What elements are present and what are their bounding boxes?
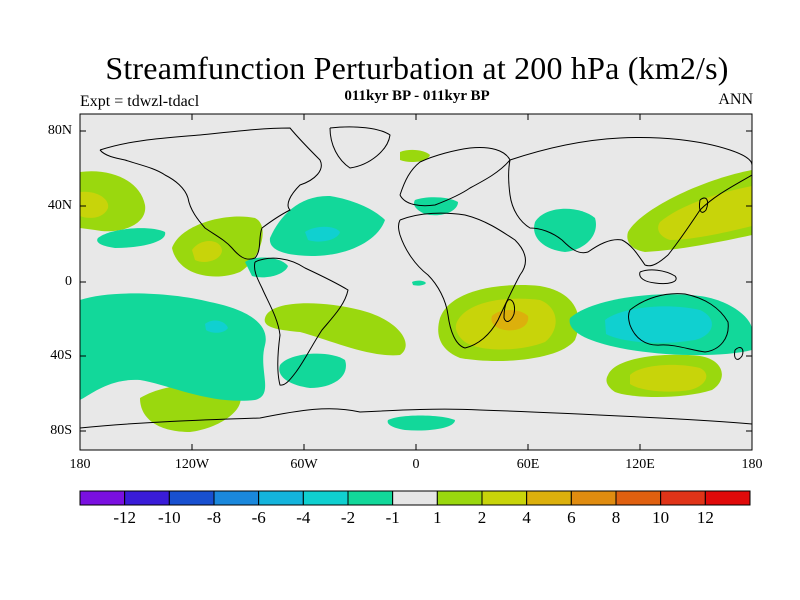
period-label: 011kyr BP - 011kyr BP	[344, 88, 490, 104]
experiment-label: Expt = tdwzl-tdacl	[80, 93, 200, 110]
lon-label-60e: 60E	[516, 457, 540, 472]
contour-negative-middleeast	[534, 208, 596, 252]
colorbar-swatch	[79, 490, 126, 506]
contour-positive-northatl	[400, 149, 430, 163]
coastline-madagascar	[503, 299, 515, 322]
coastline-south-america	[254, 257, 349, 386]
colorbar-label: 1	[433, 508, 442, 527]
lon-label-0: 0	[412, 457, 420, 472]
colorbar-label: 10	[652, 508, 670, 527]
colorbar-label: -8	[206, 508, 222, 527]
lon-label-120e: 120E	[625, 457, 655, 472]
contour-positive-eastpac-core	[192, 241, 222, 262]
colorbar-swatch	[392, 490, 438, 506]
lat-label-40n: 40N	[47, 198, 72, 213]
lat-label-80s: 80S	[50, 423, 72, 438]
coastline-new-zealand	[734, 347, 744, 360]
colorbar-swatch	[481, 490, 528, 506]
colorbar-swatch	[526, 490, 572, 506]
contour-positive-npacific-core	[80, 191, 109, 218]
lat-label-80n: 80N	[47, 123, 72, 138]
contour-negative-northatl	[269, 195, 385, 256]
contour-negative-northatl-core	[305, 226, 340, 242]
colorbar-label: -12	[113, 508, 136, 527]
contour-positive-southind-core	[630, 364, 707, 392]
coastline-asia	[508, 137, 752, 267]
contour-negative-mediterranean	[414, 197, 458, 216]
plot-title: Streamfunction Perturbation at 200 hPa (…	[105, 50, 729, 86]
colorbar-swatch	[168, 490, 215, 506]
season-label: ANN	[718, 91, 753, 108]
colorbar-label: -2	[340, 508, 356, 527]
contour-positive-westpac-core	[658, 186, 752, 240]
colorbar-swatch	[213, 490, 260, 506]
colorbar-label: 8	[611, 508, 621, 527]
lat-label-0: 0	[65, 274, 72, 289]
contour-negative-antarctic	[387, 415, 455, 431]
lon-label-120w: 120W	[174, 457, 210, 472]
lon-label-180w: 180	[69, 457, 91, 472]
colorbar-swatch	[347, 490, 394, 506]
colorbar-label: 12	[696, 508, 714, 527]
colorbar-swatch	[660, 490, 706, 506]
lat-label-40s: 40S	[50, 348, 72, 363]
coastline-australia	[628, 293, 729, 353]
coastline-indonesia	[639, 269, 677, 285]
coastline-africa	[398, 212, 526, 349]
colorbar-swatch	[124, 490, 170, 506]
colorbar-label: 2	[477, 508, 487, 527]
coastline-north-america	[99, 127, 322, 260]
colorbar-swatch	[302, 490, 349, 506]
coastline-greenland	[329, 126, 391, 169]
coastlines	[80, 126, 752, 429]
contour-negative-eqatl	[412, 280, 426, 286]
colorbar-label: 6	[567, 508, 576, 527]
contour-negative-nepacific	[97, 228, 166, 248]
colorbar-swatch	[570, 490, 617, 506]
colorbar-swatch	[615, 490, 662, 506]
colorbar-label: -10	[157, 508, 181, 527]
colorbar-label: -4	[296, 508, 311, 527]
colorbar-label: 4	[522, 508, 531, 527]
contour-negative-southpacific-core	[205, 320, 228, 333]
contour-negative-southpacific	[80, 293, 266, 401]
colorbar-swatch	[436, 490, 483, 506]
lon-label-180e: 180	[741, 457, 763, 472]
contour-positive-southatl	[264, 303, 406, 356]
colorbar-label: -1	[385, 508, 400, 527]
axis-ticks	[80, 114, 752, 450]
colorbar-swatch	[704, 490, 751, 506]
coastline-antarctica	[80, 408, 752, 429]
coastline-japan	[699, 197, 709, 213]
contour-negative-australia-core	[605, 306, 712, 343]
colorbar-label: -6	[251, 508, 266, 527]
colorbar	[79, 490, 751, 506]
lon-label-60w: 60W	[290, 457, 318, 472]
contour-negative-southatl	[279, 353, 346, 388]
colorbar-swatch	[258, 490, 304, 506]
